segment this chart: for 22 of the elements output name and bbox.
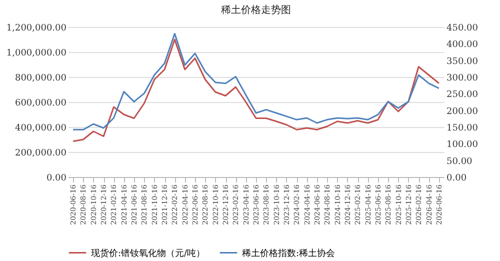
line-series [72, 38, 440, 142]
y2-tick-label: 0.00 [446, 174, 467, 184]
y-tick-label: 200,000.00 [14, 148, 67, 158]
legend-label: 稀土价格指数:稀土协会 [242, 248, 336, 259]
y-tick-label: 1,200,000.00 [6, 24, 67, 34]
y2-tick-label: 400.00 [446, 40, 478, 50]
y-tick-label: 1,000,000.00 [6, 48, 67, 58]
y2-tick-label: 150.00 [446, 124, 478, 134]
y2-tick-label: 350.00 [446, 56, 478, 67]
y2-tick-label: 300.00 [446, 74, 478, 84]
y2-tick-label: 450.00 [446, 24, 478, 34]
chart-title: 稀土价格走势图 [221, 4, 291, 16]
y2-tick-label: 100.00 [446, 140, 478, 150]
y2-tick-label: 200.00 [446, 106, 478, 117]
y-tick-label: 0.00 [46, 174, 67, 184]
line-series [72, 32, 440, 130]
y-tick-label: 800,000.00 [14, 74, 67, 84]
y-tick-label: 400,000.00 [14, 124, 67, 134]
y2-tick-label: 50.00 [446, 156, 473, 167]
legend-label: 现货价:镨钕氧化物（元/吨） [91, 248, 206, 259]
y2-tick-label: 250.00 [446, 90, 478, 100]
y-tick-label: 600,000.00 [14, 98, 67, 108]
